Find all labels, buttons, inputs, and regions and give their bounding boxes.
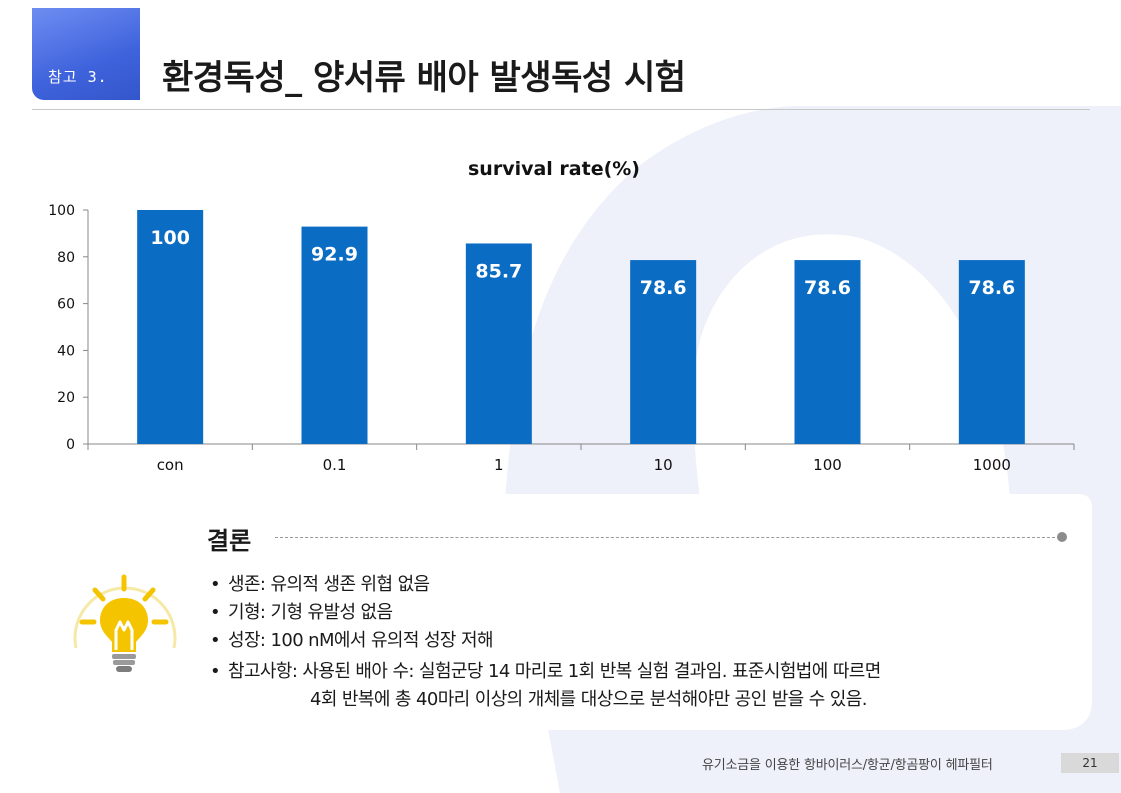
bar-value-label: 78.6 — [640, 277, 687, 299]
y-tick-label: 40 — [57, 343, 75, 359]
y-tick-label: 20 — [57, 390, 75, 406]
x-tick-label: 0.1 — [323, 456, 347, 474]
bar-value-label: 78.6 — [968, 277, 1015, 299]
bullet-dot: • — [210, 574, 221, 595]
x-tick-label: 1 — [494, 456, 504, 474]
bar-value-label: 85.7 — [475, 260, 522, 282]
conclusion-item-survival: • 생존: 유의적 생존 위협 없음 — [210, 571, 1090, 599]
y-tick-label: 100 — [48, 203, 75, 219]
conclusion-heading: 결론 — [207, 527, 252, 555]
conclusion-divider-dot — [1057, 532, 1067, 542]
page-title: 환경독성_ 양서류 배아 발생독성 시험 — [162, 58, 686, 98]
chart-title: survival rate(%) — [468, 158, 640, 180]
bar-value-label: 92.9 — [311, 244, 358, 266]
bar — [465, 243, 532, 444]
footer-title: 유기소금을 이용한 항바이러스/항균/항곰팡이 헤파필터 — [702, 758, 993, 773]
bar — [301, 226, 368, 444]
y-tick-label: 0 — [66, 437, 75, 453]
bullet-dot: • — [210, 630, 221, 651]
bars: 100 92.9 85.7 78.6 78.6 78.6 — [137, 210, 1025, 444]
survival-rate-chart: survival rate(%) 0 20 40 60 80 100 100 92.9 85.… — [48, 158, 1075, 474]
bar — [630, 260, 697, 444]
reference-badge: 참고 3. — [32, 8, 140, 100]
x-tick-label: 100 — [813, 456, 842, 474]
x-tick-label: 10 — [654, 456, 673, 474]
y-tick-label: 80 — [57, 250, 75, 266]
page-number: 21 — [1061, 753, 1119, 773]
x-tick-label: con — [157, 456, 184, 474]
conclusion-divider — [275, 537, 1060, 538]
y-tick-label: 60 — [57, 297, 75, 313]
bar — [794, 260, 861, 444]
note-line-1: 참고사항: 사용된 배아 수: 실험군당 14 마리로 1회 반복 실험 결과임… — [228, 661, 881, 682]
bar — [958, 260, 1025, 444]
y-axis-ticks: 0 20 40 60 80 100 — [48, 203, 88, 453]
bar — [137, 210, 204, 444]
bar-value-label: 78.6 — [804, 277, 851, 299]
conclusion-list: • 생존: 유의적 생존 위협 없음 • 기형: 기형 유발성 없음 • 성장: 10… — [210, 571, 1090, 714]
conclusion-item-growth: • 성장: 100 nM에서 유의적 성장 저해 — [210, 627, 1090, 655]
bullet-dot: • — [210, 661, 221, 682]
note-line-2: 4회 반복에 총 40마리 이상의 개체를 대상으로 분석해야만 공인 받을 수… — [310, 689, 867, 710]
bullet-dot: • — [210, 602, 221, 623]
x-tick-label: 1000 — [973, 456, 1011, 474]
bar-value-label: 100 — [150, 227, 190, 249]
x-axis-ticks: con 0.1 1 10 100 1000 — [87, 444, 1075, 474]
lightbulb-icon — [73, 574, 177, 672]
conclusion-note: • 참고사항: 사용된 배아 수: 실험군당 14 마리로 1회 반복 실험 결과… — [210, 658, 1090, 714]
title-divider — [32, 109, 1090, 110]
conclusion-item-malformation: • 기형: 기형 유발성 없음 — [210, 599, 1090, 627]
